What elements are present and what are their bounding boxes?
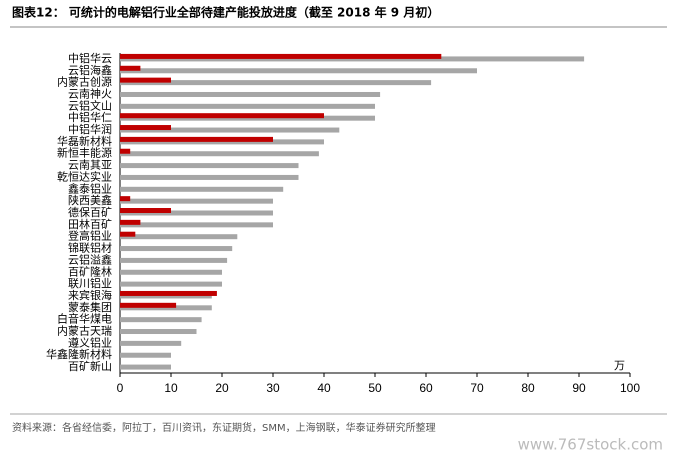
bar — [120, 198, 273, 204]
bar — [120, 246, 233, 252]
x-tick-label: 60 — [419, 381, 433, 395]
y-tick-label: 遵义铝业 — [68, 335, 112, 349]
y-tick-label: 百矿隆林 — [68, 264, 112, 278]
x-tick-label: 80 — [521, 381, 535, 395]
x-tick-label: 30 — [266, 381, 280, 395]
y-tick-label: 蒙泰集团 — [68, 300, 112, 314]
bar — [120, 68, 477, 74]
y-tick-label: 白音华煤电 — [57, 312, 112, 326]
bar — [120, 65, 141, 71]
y-tick-label: 乾恒达实业 — [57, 169, 112, 183]
bar — [120, 91, 381, 97]
bar — [120, 148, 131, 154]
watermark: www.767stock.com — [518, 436, 663, 454]
x-tick-label: 50 — [368, 381, 382, 395]
bar — [120, 208, 171, 213]
x-tick-label: 100 — [620, 381, 640, 395]
bar — [120, 136, 273, 142]
bar — [120, 186, 284, 192]
y-tick-label: 中铝华云 — [68, 51, 112, 65]
x-tick-label: 40 — [317, 381, 331, 395]
y-tick-label: 德保百矿 — [68, 205, 112, 219]
y-tick-label: 田林百矿 — [68, 217, 112, 231]
bar — [120, 103, 375, 109]
x-unit: 万 — [614, 359, 625, 372]
y-tick-label: 云铝海鑫 — [68, 63, 112, 77]
y-tick-label: 云铝溢鑫 — [68, 252, 112, 266]
y-tick-label: 联川铝业 — [68, 276, 112, 290]
bar — [120, 269, 222, 275]
x-tick-label: 70 — [470, 381, 484, 395]
bar — [120, 364, 171, 370]
y-tick-label: 华磊新材料 — [57, 134, 112, 148]
y-tick-label: 云南神火 — [68, 86, 112, 100]
y-tick-label: 鑫泰铝业 — [68, 181, 112, 195]
bar — [120, 80, 432, 86]
y-tick-label: 云铝文山 — [68, 98, 112, 112]
bar — [120, 222, 273, 228]
bar — [120, 127, 340, 133]
bar — [120, 234, 238, 240]
chart-title: 图表12： 可统计的电解铝行业全部待建产能投放进度（截至 2018 年 9 月初… — [12, 5, 439, 20]
y-tick-label: 中铝华润 — [68, 122, 112, 136]
y-tick-label: 新恒丰能源 — [57, 146, 112, 160]
y-tick-label: 来宾银海 — [68, 288, 112, 302]
bar — [120, 77, 171, 83]
y-tick-label: 内蒙古创源 — [57, 75, 112, 89]
bar — [120, 113, 324, 119]
y-tick-label: 登高铝业 — [68, 229, 112, 243]
bar — [120, 281, 222, 287]
bar — [120, 163, 299, 169]
bar — [120, 174, 299, 180]
source-note: 资料来源：各省经信委，阿拉丁，百川资讯，东证期货，SMM，上海钢联，华泰证券研究… — [12, 421, 436, 434]
bar — [120, 219, 141, 225]
bar — [120, 340, 182, 346]
y-tick-label: 内蒙古天瑞 — [57, 324, 112, 338]
bar — [120, 125, 171, 131]
bar — [120, 151, 319, 157]
y-tick-label: 云南其亚 — [68, 159, 112, 172]
x-tick-label: 90 — [572, 381, 586, 395]
bar — [120, 196, 131, 202]
bar — [120, 53, 442, 59]
x-tick-label: 0 — [117, 381, 124, 395]
bar — [120, 329, 197, 335]
y-tick-label: 华鑫隆新材料 — [46, 347, 112, 361]
y-tick-label: 中铝华仁 — [68, 110, 112, 124]
bar — [120, 302, 177, 308]
x-tick-label: 10 — [164, 381, 178, 395]
bar — [120, 290, 217, 296]
y-tick-label: 百矿新山 — [68, 359, 112, 373]
bar — [120, 257, 228, 263]
x-tick-label: 20 — [215, 381, 229, 395]
bar — [120, 210, 273, 216]
bar — [120, 231, 136, 237]
bar — [120, 317, 202, 323]
y-tick-label: 陕西美鑫 — [68, 193, 112, 207]
y-tick-label: 锦联铝材 — [68, 241, 112, 255]
bar — [120, 352, 171, 358]
